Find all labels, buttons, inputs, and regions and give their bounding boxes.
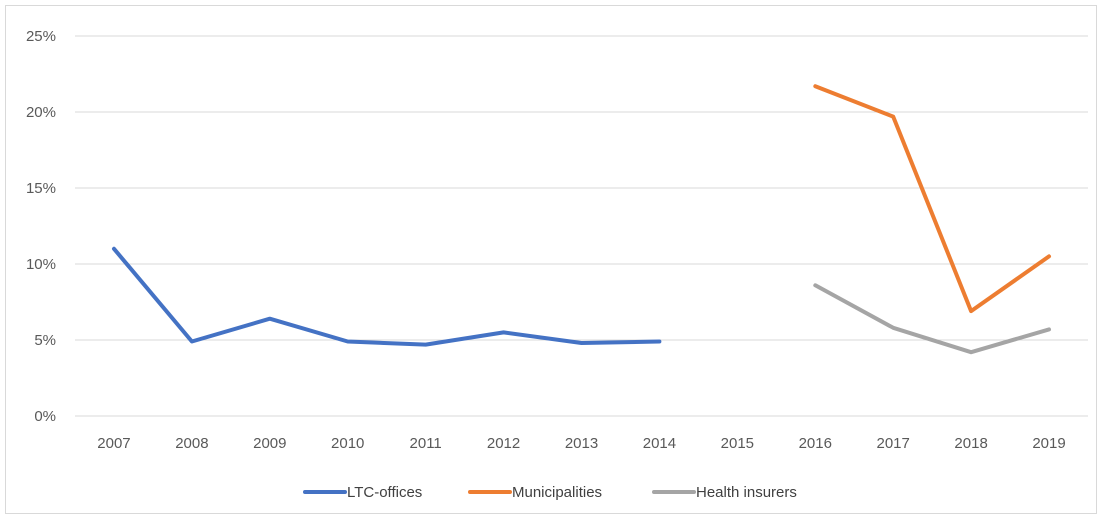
x-tick-label: 2014 bbox=[643, 435, 676, 452]
x-tick-label: 2007 bbox=[97, 435, 130, 452]
y-tick-label: 10% bbox=[26, 256, 56, 273]
x-tick-label: 2013 bbox=[565, 435, 598, 452]
y-tick-label: 20% bbox=[26, 104, 56, 121]
series-line-ltc-offices bbox=[112, 246, 662, 347]
x-tick-label: 2016 bbox=[799, 435, 832, 452]
x-tick-label: 2010 bbox=[331, 435, 364, 452]
series-line-health-insurers bbox=[813, 283, 1051, 355]
x-tick-label: 2008 bbox=[175, 435, 208, 452]
y-tick-label: 0% bbox=[34, 408, 56, 425]
chart-frame bbox=[5, 5, 1097, 514]
legend-label: Municipalities bbox=[512, 484, 602, 501]
legend: LTC-offices Municipalities Health insurers bbox=[303, 484, 797, 501]
legend-label: Health insurers bbox=[696, 484, 797, 501]
x-tick-label: 2012 bbox=[487, 435, 520, 452]
y-tick-label: 25% bbox=[26, 28, 56, 45]
gridlines bbox=[75, 35, 1088, 417]
x-tick-label: 2015 bbox=[721, 435, 754, 452]
y-axis-ticks: 0% 5% 10% 15% 20% 25% bbox=[26, 28, 56, 425]
legend-label: LTC-offices bbox=[347, 484, 422, 501]
x-tick-label: 2011 bbox=[410, 435, 442, 452]
x-tick-label: 2017 bbox=[877, 435, 910, 452]
x-tick-label: 2018 bbox=[954, 435, 987, 452]
y-tick-label: 5% bbox=[34, 332, 56, 349]
x-axis-ticks: 2007 2008 2009 2010 2011 2012 2013 2014 2015 2016… bbox=[97, 435, 1065, 452]
series-line-municipalities bbox=[813, 84, 1051, 314]
y-tick-label: 15% bbox=[26, 180, 56, 197]
x-tick-label: 2019 bbox=[1032, 435, 1065, 452]
series-lines bbox=[112, 84, 1051, 355]
x-tick-label: 2009 bbox=[253, 435, 286, 452]
